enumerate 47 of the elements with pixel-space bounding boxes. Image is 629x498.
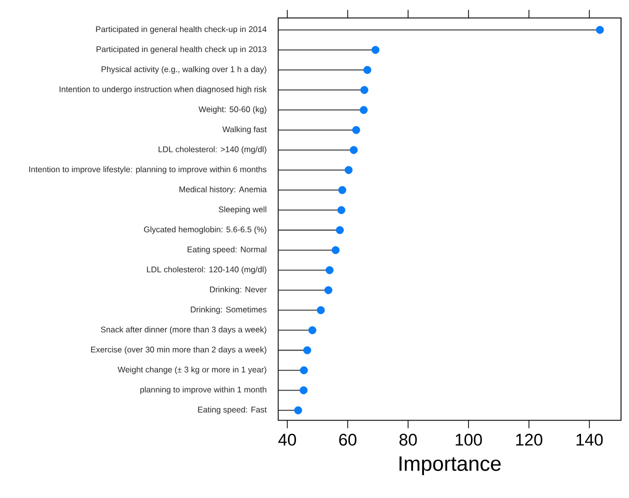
y-tick-label: Drinking: Sometimes	[190, 306, 266, 314]
y-tick-label: Snack after dinner (more than 3 days a week)	[100, 326, 266, 334]
y-tick-label: Exercise (over 30 min more than 2 days a week)	[91, 346, 266, 354]
point	[332, 246, 340, 254]
x-tick-label: 140	[576, 434, 603, 446]
point	[336, 226, 344, 234]
point	[360, 106, 368, 114]
x-tick-label: 40	[278, 434, 296, 446]
point	[326, 266, 334, 274]
point	[303, 346, 312, 354]
y-tick-label: LDL cholesterol: >140 (mg/dl)	[158, 146, 266, 154]
y-tick-label: LDL cholesterol: 120-140 (mg/dl)	[147, 266, 266, 274]
point	[316, 306, 325, 314]
y-tick-label: Weight change (± 3 kg or more in 1 year)	[118, 366, 266, 374]
y-tick-label: Participated in general health check up in 2013	[96, 46, 266, 54]
point	[337, 206, 346, 214]
x-tick-label: 100	[456, 434, 482, 446]
point	[300, 386, 308, 394]
x-tick-label: 80	[399, 434, 417, 446]
point	[350, 146, 358, 154]
y-tick-label: planning to improve within 1 month	[140, 386, 266, 394]
y-tick-label: Drinking: Never	[210, 286, 267, 294]
y-tick-label: Glycated hemoglobin: 5.6-6.5 (%)	[144, 226, 266, 234]
point	[344, 166, 353, 174]
y-tick-label: Eating speed: Normal	[188, 246, 266, 254]
y-tick-label: Physical activity (e.g., walking over 1 h a day)	[102, 66, 266, 74]
point	[300, 366, 308, 374]
point	[352, 126, 360, 134]
y-tick-label: Intention to improve lifestyle: planning to improve within 6 months	[29, 166, 266, 174]
y-tick-label: Walking fast	[222, 126, 267, 134]
y-tick-label: Sleeping well	[218, 206, 266, 214]
x-axis-title: Importance	[400, 456, 501, 476]
point	[360, 86, 368, 94]
point	[338, 186, 346, 194]
x-tick-label: 120	[516, 434, 542, 446]
y-tick-label: Intention to undergo instruction when diagnosed high risk	[60, 86, 267, 94]
y-tick-label: Participated in general health check-up in 2014	[96, 26, 267, 34]
y-tick-label: Eating speed: Fast	[198, 406, 267, 414]
y-tick-label: Medical history: Anemia	[179, 186, 267, 194]
x-tick-label: 60	[339, 434, 356, 446]
point	[308, 326, 316, 334]
point	[294, 406, 302, 414]
point	[363, 66, 372, 74]
y-tick-label: Weight: 50-60 (kg)	[198, 106, 266, 114]
point	[372, 46, 380, 54]
point	[324, 286, 332, 294]
point	[596, 26, 604, 34]
